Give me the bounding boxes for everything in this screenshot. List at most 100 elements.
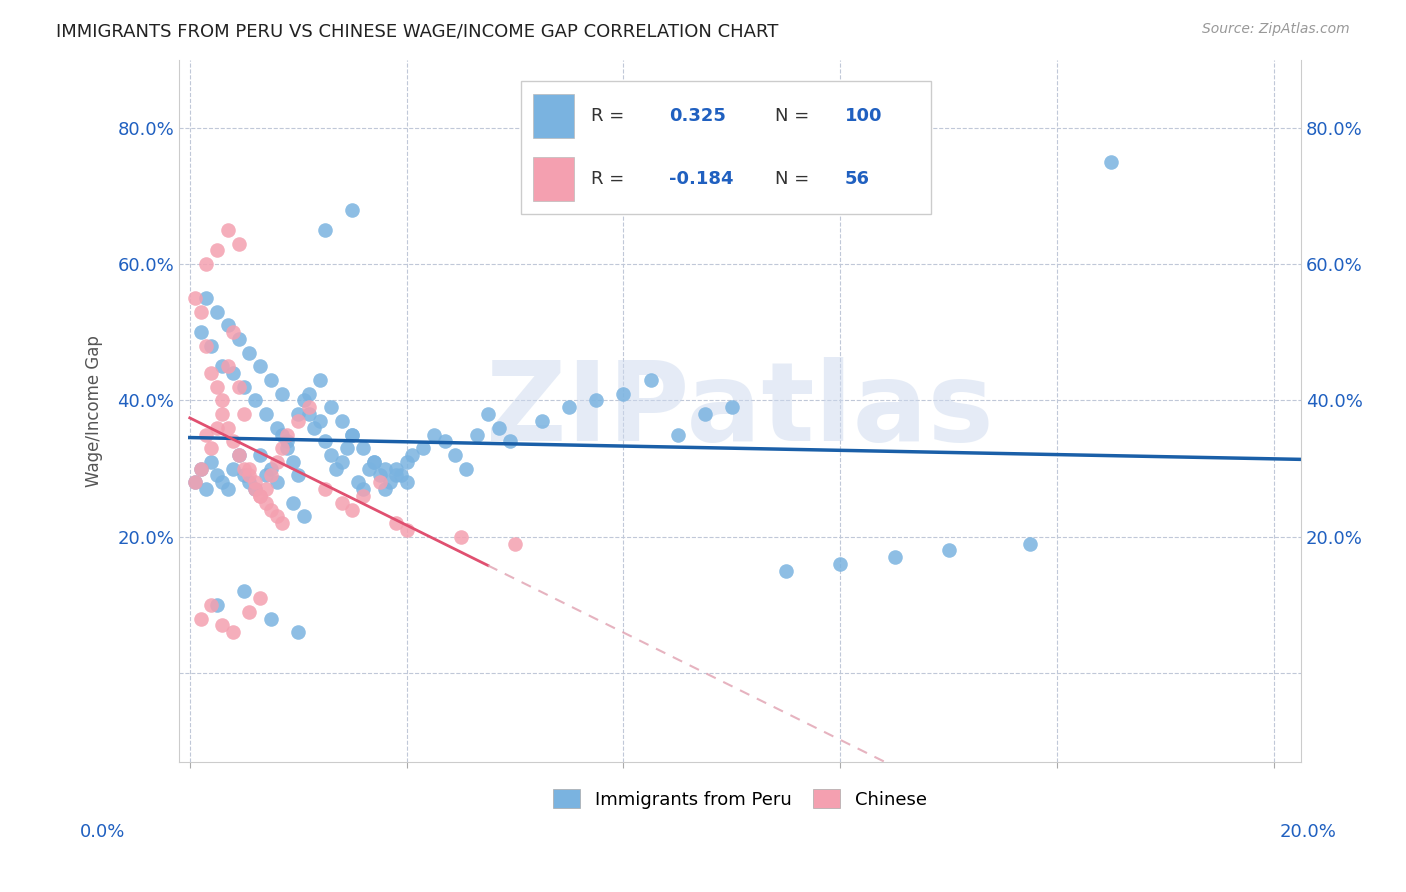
Point (401, 448, 423, 462)
Point (585, 393, 607, 408)
Point (249, 489, 271, 503)
Point (190, 612, 212, 626)
Point (304, 421, 326, 435)
Point (384, 461, 406, 475)
Point (292, 509, 315, 524)
Point (200, 455, 222, 469)
Point (477, 407, 499, 421)
Point (222, 461, 245, 475)
Point (395, 523, 418, 537)
Point (342, 427, 364, 442)
Text: Source: ZipAtlas.com: Source: ZipAtlas.com (1202, 22, 1350, 37)
Point (450, 530, 472, 544)
Point (488, 421, 510, 435)
Point (287, 625, 309, 640)
Point (200, 366, 222, 380)
Point (314, 482, 336, 496)
Point (211, 407, 233, 421)
Point (260, 612, 283, 626)
Point (205, 244, 228, 258)
Point (228, 332, 250, 346)
Point (693, 407, 716, 421)
Point (238, 605, 260, 619)
Point (249, 489, 271, 503)
Point (374, 461, 396, 475)
Point (389, 468, 412, 483)
Point (228, 236, 250, 251)
Text: IMMIGRANTS FROM PERU VS CHINESE WAGE/INCOME GAP CORRELATION CHART: IMMIGRANTS FROM PERU VS CHINESE WAGE/INC… (56, 22, 779, 40)
Point (433, 434, 456, 449)
Point (938, 543, 960, 558)
Point (211, 359, 233, 374)
Point (456, 461, 478, 475)
Point (233, 380, 256, 394)
Point (271, 441, 294, 455)
Point (883, 550, 905, 565)
Point (228, 448, 250, 462)
Point (233, 584, 256, 599)
Point (249, 359, 271, 374)
Point (395, 475, 418, 490)
Point (298, 386, 321, 401)
Point (444, 448, 467, 462)
Point (228, 448, 250, 462)
Point (200, 441, 222, 455)
Point (271, 427, 294, 442)
Point (243, 482, 266, 496)
Point (266, 455, 288, 469)
Point (1019, 536, 1042, 550)
Point (325, 461, 347, 475)
Point (558, 401, 581, 415)
Point (205, 421, 228, 435)
Point (195, 257, 218, 271)
Point (319, 401, 342, 415)
Point (287, 407, 309, 421)
Point (217, 421, 239, 435)
Point (222, 625, 245, 640)
Point (292, 393, 315, 408)
Point (205, 598, 228, 612)
Point (298, 401, 321, 415)
Point (368, 468, 391, 483)
Point (384, 468, 406, 483)
Point (276, 441, 298, 455)
Point (184, 291, 207, 305)
Point (640, 373, 662, 387)
Point (666, 427, 689, 442)
Point (281, 496, 304, 510)
Legend: Immigrants from Peru, Chinese: Immigrants from Peru, Chinese (546, 782, 934, 816)
Point (222, 366, 245, 380)
Point (195, 339, 218, 353)
Point (205, 380, 228, 394)
Point (384, 516, 406, 531)
Point (271, 516, 294, 531)
Point (233, 461, 256, 475)
Point (222, 326, 245, 340)
Point (363, 455, 385, 469)
Point (233, 468, 256, 483)
Point (184, 475, 207, 490)
Point (254, 482, 277, 496)
Point (200, 598, 222, 612)
Point (190, 461, 212, 475)
Point (217, 359, 239, 374)
Point (271, 386, 294, 401)
Point (195, 427, 218, 442)
Point (342, 202, 364, 217)
Point (211, 393, 233, 408)
Point (352, 489, 374, 503)
Point (368, 475, 391, 490)
Point (347, 475, 370, 490)
Point (498, 434, 520, 449)
Point (465, 427, 488, 442)
Point (260, 373, 283, 387)
Point (217, 318, 239, 333)
Point (775, 564, 797, 578)
Point (276, 427, 298, 442)
Point (233, 407, 256, 421)
Point (190, 461, 212, 475)
Point (254, 407, 277, 421)
Point (211, 618, 233, 632)
Point (205, 468, 228, 483)
Point (395, 455, 418, 469)
